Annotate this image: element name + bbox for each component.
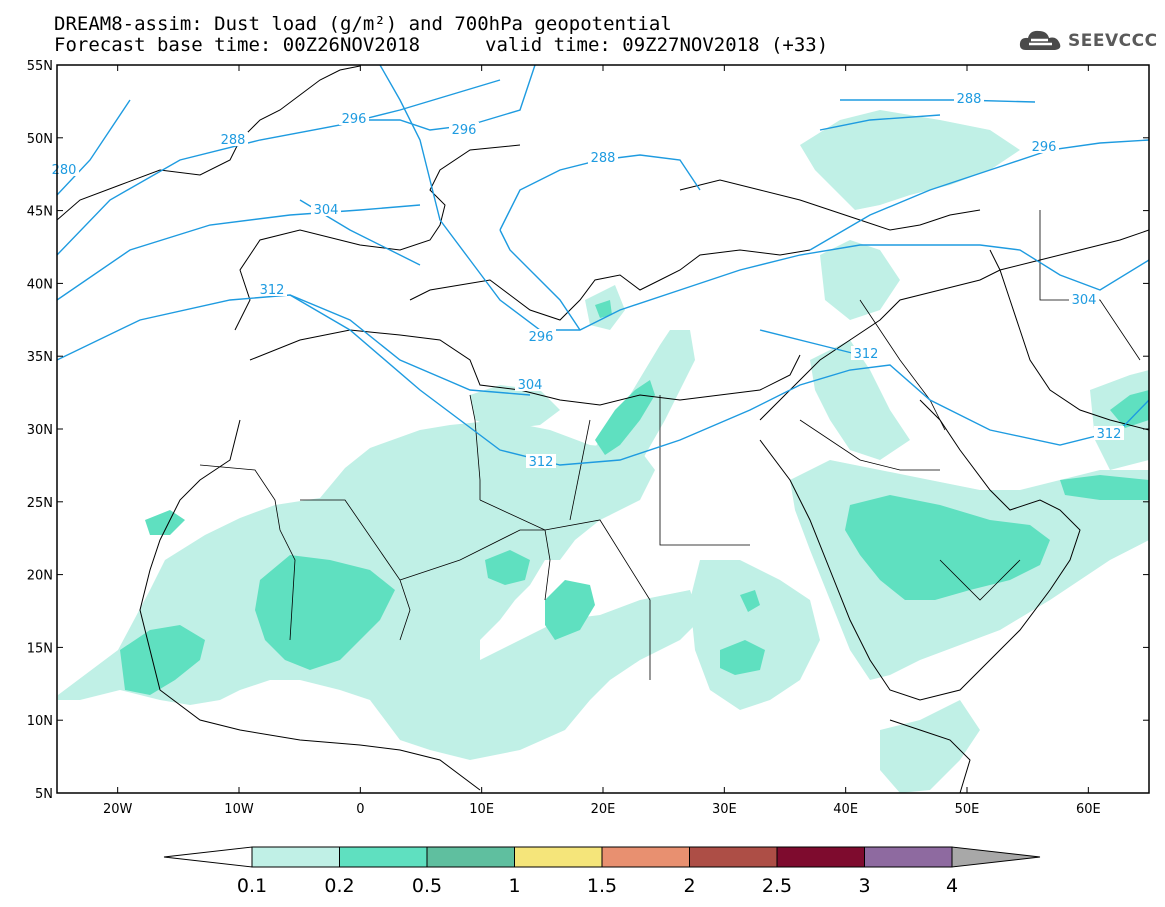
dust-niger [485,550,530,585]
latitude-labels: 55N 50N 45N 40N 35N 30N 25N 20N 15N 10N 5N [27,59,53,802]
contour-label: 296 [342,112,367,127]
lat-label: 10N [27,714,53,729]
lat-label: 30N [27,423,53,438]
colorbar-label: 2.5 [762,875,792,897]
dust-iran-core [1110,390,1149,428]
colorbar-label: 2 [683,875,695,897]
dust-shading [58,110,1149,793]
lat-label: 15N [27,641,53,656]
lat-label: 35N [27,350,53,365]
dust-tunisia [470,385,560,430]
contour-label: 312 [260,283,285,298]
dust-mauritania [145,510,185,535]
dust-iran-east [1090,370,1149,470]
contour-label: 312 [854,347,879,362]
longitude-labels: 20W 10W 0 10E 20E 30E 40E 50E 60E [103,802,1101,817]
contour-label: 288 [957,92,982,107]
contour-label: 312 [529,455,554,470]
lon-label: 10W [224,802,254,817]
dust-sudan [720,640,765,675]
colorbar-segment [776,846,865,868]
contour-label: 288 [591,151,616,166]
colorbar-labels: 0.1 0.2 0.5 1 1.5 2 2.5 3 4 [237,875,958,897]
colorbar-segment [339,846,428,868]
contour-label: 304 [518,378,543,393]
colorbar-label: 1.5 [587,875,617,897]
dust-greece [585,285,625,330]
lat-label: 55N [27,59,53,74]
colorbar-label: 0.2 [324,875,354,897]
colorbar-segment [426,846,515,868]
contour-label: 296 [452,123,477,138]
dust-horn [880,700,980,793]
colorbar-label: 0.5 [412,875,442,897]
dust-gulf [1060,475,1149,500]
lon-label: 10E [469,802,494,817]
colorbar-segment [601,846,690,868]
dust-iraq [810,340,910,460]
lon-label: 20E [591,802,616,817]
dust-sudan-n [740,590,760,612]
forecast-base-time: Forecast base time: 00Z26NOV2018 [54,34,421,56]
dust-band-sahel [58,420,700,760]
lat-label: 45N [27,205,53,220]
contour-label: 312 [1097,427,1122,442]
colorbar-segment [864,846,953,868]
lat-label: 50N [27,132,53,147]
map-title: DREAM8-assim: Dust load (g/m²) and 700hP… [54,13,672,35]
colorbar-segment [514,846,603,868]
dust-east-africa [690,560,820,710]
contour-label: 304 [1072,293,1097,308]
colorbar [163,846,1041,868]
dust-greece-core [595,300,612,318]
colorbar-under-triangle [163,846,253,868]
dust-chad [545,580,595,640]
lon-label: 60E [1076,802,1101,817]
contour-label: 296 [529,330,554,345]
lat-label: 40N [27,277,53,292]
dust-arabia [790,460,1149,680]
lon-label: 20W [103,802,133,817]
dust-libya-core [595,380,655,455]
contour-labels: 280 288 296 296 288 296 288 304 304 312 296 304 312 3… [49,91,1124,470]
colorbar-over-triangle [951,846,1041,868]
logo-text: SEEVCCC [1068,31,1158,51]
dust-caspian [800,110,1020,210]
dust-mali [255,555,395,670]
colorbar-label: 4 [946,875,958,897]
lon-label: 50E [955,802,980,817]
axis-ticks [57,64,1149,794]
map-frame [56,64,1150,794]
lat-label: 25N [27,496,53,511]
dust-anatolia [820,240,900,320]
valid-time: valid time: 09Z27NOV2018 (+33) [485,34,829,56]
coastlines [57,65,1149,793]
lon-label: 30E [712,802,737,817]
lon-label: 0 [356,802,364,817]
lon-label: 40E [833,802,858,817]
dust-libya-plume [555,330,695,525]
cloud-icon [1019,30,1061,50]
colorbar-segment [251,846,340,868]
lat-label: 20N [27,569,53,584]
seevccc-logo: SEEVCCC [1018,28,1158,54]
contour-label: 288 [221,133,246,148]
colorbar-label: 1 [508,875,520,897]
contour-label: 280 [52,163,77,178]
dust-rub-al-khali [845,495,1050,600]
lat-label: 5N [35,787,53,802]
country-borders [199,210,1141,680]
colorbar-label: 3 [858,875,870,897]
dust-senegal [120,625,205,695]
colorbar-label: 0.1 [237,875,267,897]
geopotential-contours [57,65,1149,466]
contour-label: 296 [1032,140,1057,155]
colorbar-segment [689,846,778,868]
contour-label: 304 [314,203,339,218]
